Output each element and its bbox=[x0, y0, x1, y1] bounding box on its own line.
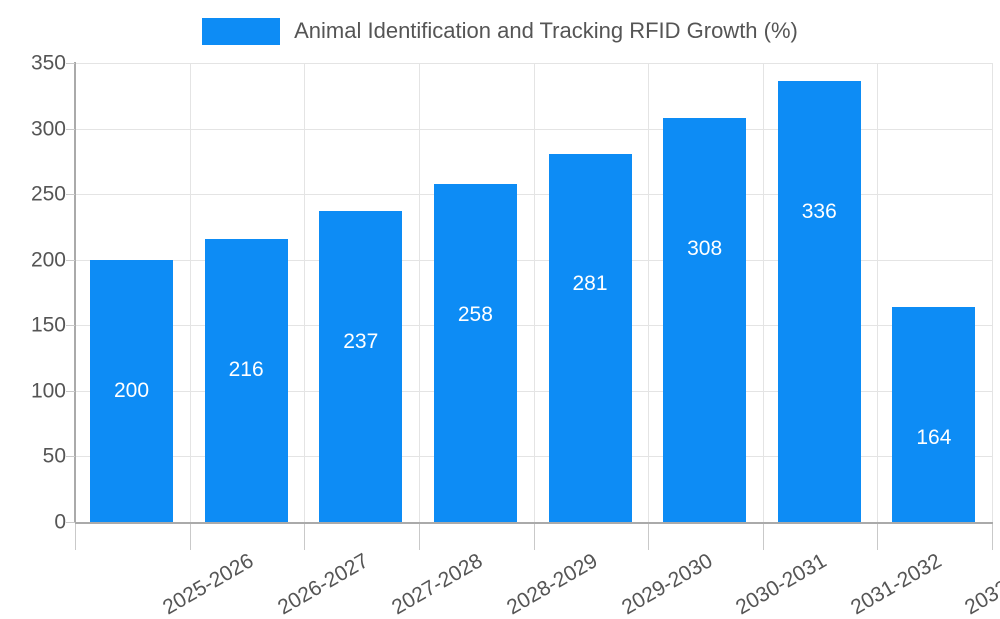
x-axis-tick-label: 2026-2027 bbox=[273, 549, 373, 619]
y-axis-tick-label: 100 bbox=[30, 379, 66, 403]
x-axis-tick-label: 2030-2031 bbox=[732, 549, 831, 619]
x-axis-tick-label: 2025-2026 bbox=[159, 549, 258, 619]
y-axis-tick-label: 200 bbox=[30, 248, 66, 272]
x-axis-tick-mark bbox=[648, 524, 649, 550]
horizontal-gridline bbox=[75, 194, 992, 196]
y-axis-tick-label: 0 bbox=[54, 510, 66, 534]
x-axis-tick-label: 2031-2032 bbox=[846, 549, 946, 619]
legend-item[interactable]: Animal Identification and Tracking RFID … bbox=[202, 17, 798, 45]
vertical-gridline bbox=[877, 63, 878, 522]
bar[interactable] bbox=[433, 183, 517, 522]
horizontal-gridline bbox=[75, 128, 992, 130]
vertical-gridline bbox=[304, 63, 305, 522]
bar[interactable] bbox=[548, 153, 632, 522]
bar-group: 308 bbox=[648, 63, 763, 522]
bar-series: 200 216 237 258 281 308 336 164 bbox=[75, 63, 992, 522]
horizontal-gridline bbox=[75, 259, 992, 261]
bar-value-label: 308 bbox=[687, 237, 723, 261]
y-axis-tick-label: 250 bbox=[30, 182, 66, 206]
y-axis-tick-mark bbox=[66, 522, 75, 523]
x-axis-tick-mark bbox=[419, 524, 420, 550]
y-axis-tick-label: 50 bbox=[42, 444, 66, 468]
y-axis-tick-label: 150 bbox=[30, 313, 66, 337]
bar-value-label: 258 bbox=[457, 302, 493, 326]
bar-group: 164 bbox=[877, 63, 992, 522]
bar[interactable] bbox=[90, 259, 173, 522]
vertical-gridline bbox=[992, 63, 993, 522]
x-axis-tick-mark bbox=[763, 524, 764, 550]
bar-value-label: 336 bbox=[801, 200, 837, 224]
horizontal-gridline bbox=[75, 63, 992, 64]
y-axis-labels: 0 50 100 150 200 250 300 350 bbox=[0, 53, 75, 533]
horizontal-gridline bbox=[75, 390, 992, 392]
bar-value-label: 216 bbox=[228, 357, 264, 381]
x-axis-labels: 2025-2026 2026-2027 2027-2028 2028-2029 2029… bbox=[75, 524, 1000, 619]
x-axis-line bbox=[75, 522, 993, 524]
bar-value-label: 281 bbox=[572, 272, 608, 296]
x-axis-tick-label: 2027-2028 bbox=[388, 549, 487, 619]
y-axis-tick-mark bbox=[66, 128, 75, 130]
y-axis-line bbox=[74, 62, 76, 523]
y-axis-tick-mark bbox=[66, 456, 75, 458]
horizontal-gridline bbox=[75, 325, 992, 327]
vertical-gridline bbox=[534, 63, 535, 522]
x-axis-tick-mark bbox=[304, 524, 305, 550]
plot-area bbox=[75, 63, 993, 523]
vertical-gridline bbox=[648, 63, 649, 522]
bar-value-label: 237 bbox=[343, 330, 379, 354]
bar-value-label: 164 bbox=[916, 425, 952, 449]
x-axis-tick-mark bbox=[877, 524, 878, 550]
bar[interactable] bbox=[204, 238, 288, 522]
bar-group: 258 bbox=[419, 63, 534, 522]
chart-legend: Animal Identification and Tracking RFID … bbox=[0, 14, 1000, 48]
bar-group: 216 bbox=[190, 63, 305, 522]
x-axis-tick-label: 2029-2030 bbox=[617, 549, 716, 619]
bar-group: 281 bbox=[534, 63, 649, 522]
x-axis-tick-mark bbox=[534, 524, 535, 550]
bar-group: 200 bbox=[75, 63, 190, 522]
legend-label: Animal Identification and Tracking RFID … bbox=[294, 18, 798, 43]
bar[interactable] bbox=[777, 81, 861, 522]
y-axis-tick-mark bbox=[66, 259, 75, 261]
vertical-gridline bbox=[419, 63, 420, 522]
bar-group: 336 bbox=[763, 63, 878, 522]
vertical-gridline bbox=[763, 63, 764, 522]
x-axis-tick-mark bbox=[992, 524, 993, 550]
y-axis-tick-mark bbox=[66, 325, 75, 327]
bar-value-label: 200 bbox=[113, 378, 150, 402]
y-axis-tick-mark bbox=[66, 63, 75, 64]
bar[interactable] bbox=[892, 306, 976, 522]
bar[interactable] bbox=[319, 211, 403, 522]
x-axis-tick-label: 2028-2029 bbox=[502, 549, 602, 619]
x-axis-tick-mark bbox=[190, 524, 191, 550]
y-axis-tick-mark bbox=[66, 194, 75, 196]
y-axis-tick-label: 300 bbox=[30, 117, 66, 141]
bar[interactable] bbox=[663, 118, 747, 522]
horizontal-gridline bbox=[75, 456, 992, 458]
x-axis-tick-mark bbox=[75, 524, 76, 550]
bar-chart: Animal Identification and Tracking RFID … bbox=[0, 14, 1000, 619]
vertical-gridline bbox=[190, 63, 191, 522]
x-axis-tick-label: 2032-2033 bbox=[961, 549, 1000, 619]
legend-color-swatch bbox=[202, 17, 281, 45]
bar-group: 237 bbox=[304, 63, 419, 522]
y-axis-tick-mark bbox=[66, 390, 75, 392]
y-axis-tick-label: 350 bbox=[30, 51, 66, 75]
